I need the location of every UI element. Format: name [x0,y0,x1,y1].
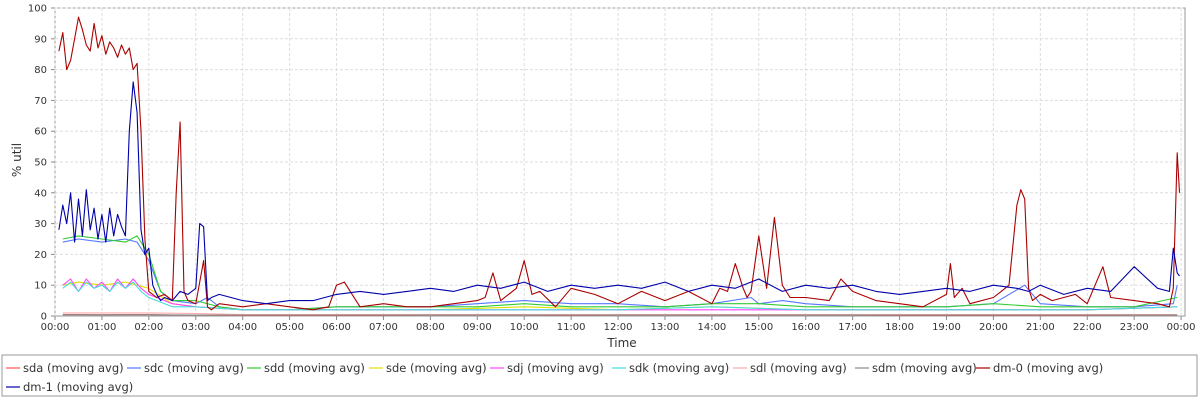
legend-label: sda (moving avg) [23,361,124,375]
legend-label: sdj (moving avg) [507,361,604,375]
x-tick-label: 18:00 [885,322,914,333]
legend: sda (moving avg) sdc (moving avg) sdd (mov… [2,355,1197,396]
x-tick-label: 08:00 [416,322,445,333]
x-tick-label: 05:00 [275,322,304,333]
y-tick-label: 60 [34,127,47,138]
x-tick-label: 19:00 [932,322,961,333]
x-tick-label: 17:00 [838,322,867,333]
legend-label: dm-0 (moving avg) [993,361,1103,375]
y-tick-label: 70 [34,96,47,107]
x-tick-label: 02:00 [134,322,163,333]
y-tick-label: 0 [41,312,47,323]
x-tick-label: 00:00 [1167,322,1196,333]
legend-label: sde (moving avg) [386,361,487,375]
x-tick-label: 07:00 [369,322,398,333]
x-tick-label: 20:00 [979,322,1008,333]
y-tick-label: 90 [34,34,47,45]
x-tick-label: 14:00 [697,322,726,333]
x-tick-label: 04:00 [228,322,257,333]
x-axis-title: Time [606,336,636,350]
x-tick-label: 21:00 [1026,322,1055,333]
y-tick-label: 50 [34,158,47,169]
x-tick-label: 16:00 [791,322,820,333]
y-tick-label: 30 [34,219,47,230]
y-tick-label: 40 [34,188,47,199]
x-tick-label: 09:00 [463,322,492,333]
legend-label: sdc (moving avg) [144,361,244,375]
legend-label: sdd (moving avg) [264,361,365,375]
x-tick-label: 11:00 [557,322,586,333]
x-tick-label: 13:00 [651,322,680,333]
x-tick-label: 22:00 [1073,322,1102,333]
plot-area: 0 10 20 30 40 50 60 70 80 90 100 00:00 01:00 02:00 03:… [28,4,1196,334]
legend-label: sdk (moving avg) [629,361,729,375]
y-tick-label: 10 [34,281,47,292]
x-tick-label: 23:00 [1120,322,1149,333]
y-axis-title: % util [10,143,24,177]
x-tick-label: 12:00 [604,322,633,333]
x-tick-label: 06:00 [322,322,351,333]
x-tick-label: 15:00 [744,322,773,333]
x-tick-label: 00:00 [41,322,70,333]
y-tick-label: 100 [28,4,47,15]
legend-label: dm-1 (moving avg) [23,380,133,394]
x-tick-label: 10:00 [510,322,539,333]
x-tick-label: 01:00 [88,322,117,333]
y-tick-label: 20 [34,250,47,261]
y-tick-label: 80 [34,65,47,76]
x-tick-label: 03:00 [181,322,210,333]
legend-label: sdl (moving avg) [750,361,847,375]
legend-label: sdm (moving avg) [872,361,977,375]
